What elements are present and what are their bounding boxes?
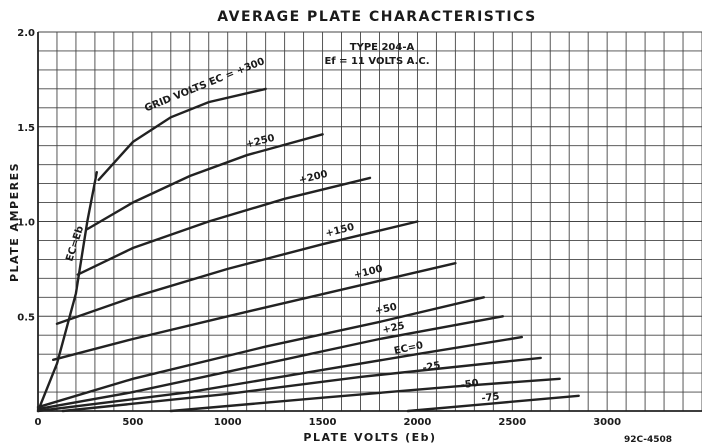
series-curve xyxy=(86,133,324,231)
series-curve xyxy=(97,87,267,181)
x-tick-label: 500 xyxy=(122,417,143,428)
boundary-curve xyxy=(36,171,98,413)
series-label: -50 xyxy=(460,378,479,391)
y-axis-label: PLATE AMPERES xyxy=(8,162,21,282)
y-tick-label: 2.0 xyxy=(17,28,35,39)
x-tick-label: 1000 xyxy=(214,417,242,428)
grid-lines xyxy=(37,31,702,412)
x-tick-label: 1500 xyxy=(309,417,337,428)
series-curve xyxy=(36,335,523,413)
x-tick-label: 3000 xyxy=(593,417,621,428)
series-curve xyxy=(55,220,419,325)
x-tick-label: 2500 xyxy=(498,417,526,428)
series-label: -25 xyxy=(422,360,442,374)
x-tick-label: 0 xyxy=(35,417,42,428)
series-label: +25 xyxy=(382,320,406,336)
series-label: -75 xyxy=(481,391,500,404)
x-axis-label: PLATE VOLTS (Eb) xyxy=(303,431,436,444)
filament-note: Ef = 11 VOLTS A.C. xyxy=(324,56,429,67)
chart-title: AVERAGE PLATE CHARACTERISTICS xyxy=(217,9,537,25)
series-label: +50 xyxy=(374,302,398,318)
document-number: 92C-4508 xyxy=(624,435,672,444)
series-curves xyxy=(36,87,580,413)
series-label: GRID VOLTS EC = +300 xyxy=(143,56,266,114)
series-curve xyxy=(61,356,542,413)
series-curve xyxy=(52,262,457,361)
series-curve xyxy=(76,176,372,276)
series-curve xyxy=(406,394,580,413)
series-curve xyxy=(36,315,504,411)
x-tick-label: 2000 xyxy=(404,417,432,428)
series-curve xyxy=(36,296,485,409)
tube-type-note: TYPE 204-A xyxy=(350,42,415,53)
y-tick-label: 1.5 xyxy=(17,123,35,134)
tick-labels: 0 500 1000 1500 2000 2500 3000 0.5 1.0 1.5 2.0 xyxy=(17,28,621,428)
y-tick-label: 0.5 xyxy=(17,312,35,323)
y-tick-label: 1.0 xyxy=(17,218,35,229)
series-curve xyxy=(169,377,561,413)
